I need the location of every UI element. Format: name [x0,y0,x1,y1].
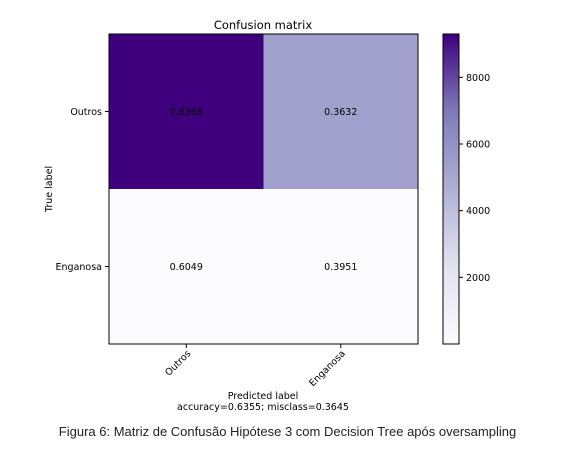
cell-label-0-0: 0.6368 [170,107,203,118]
y-tick-label: Enganosa [56,262,102,273]
heatmap-cell-1-0 [109,189,264,344]
colorbar-ticks: 2000 4000 6000 8000 [459,73,490,284]
cell-label-1-1: 0.3951 [324,262,357,273]
heatmap-frame [108,33,419,345]
chart-title: Confusion matrix [214,18,313,32]
colorbar-tick-label: 2000 [466,273,490,284]
y-tick-label: Outros [70,107,102,118]
y-axis-label: True label [44,166,55,213]
x-tick-label: Outros [163,348,193,378]
cell-label-1-0: 0.6049 [170,262,203,273]
heatmap-cell-1-1 [263,189,418,344]
y-axis-ticks: Outros Enganosa [56,107,109,273]
accuracy-label: accuracy=0.6355; misclass=0.3645 [177,402,349,413]
colorbar-tick-label: 6000 [466,140,490,151]
heatmap-cell-0-0 [109,34,264,189]
x-axis-label: Predicted label [228,391,299,402]
cell-label-0-1: 0.3632 [324,107,357,118]
figure-caption: Figura 6: Matriz de Confusão Hipótese 3 … [58,424,517,439]
confusion-matrix-figure: Confusion matrix 0.6368 0.3632 0.6049 0.395… [44,18,490,413]
heatmap-cells [109,34,418,344]
colorbar-tick-label: 8000 [466,73,490,84]
colorbar [442,33,460,345]
heatmap-cell-labels: 0.6368 0.3632 0.6049 0.3951 [170,107,358,273]
colorbar-tick-label: 4000 [466,206,490,217]
x-axis-ticks: Outros Enganosa [163,344,348,389]
heatmap-cell-0-1 [263,34,418,189]
x-tick-label: Enganosa [307,348,348,389]
